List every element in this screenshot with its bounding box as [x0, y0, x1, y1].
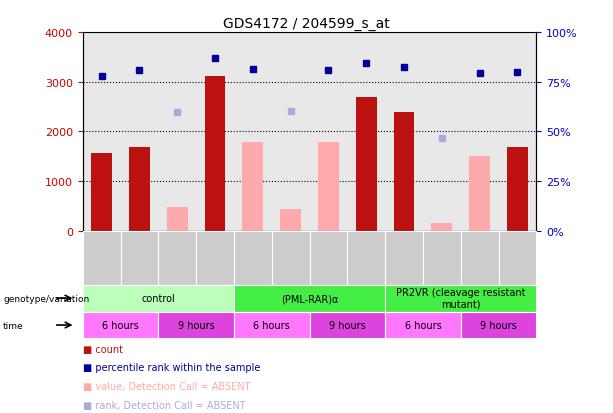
Text: 6 hours: 6 hours [102, 320, 139, 330]
Bar [243, 142, 263, 231]
Text: time: time [3, 321, 24, 330]
Text: GDS4172 / 204599_s_at: GDS4172 / 204599_s_at [223, 17, 390, 31]
Text: PR2VR (cleavage resistant
mutant): PR2VR (cleavage resistant mutant) [396, 287, 525, 309]
Text: ■ value, Detection Call = ABSENT: ■ value, Detection Call = ABSENT [83, 381, 250, 391]
Bar [507, 147, 528, 231]
Bar [91, 154, 112, 231]
Bar [318, 142, 339, 231]
Bar [129, 148, 150, 231]
Bar [394, 113, 414, 231]
Bar [432, 223, 452, 231]
Bar [470, 157, 490, 231]
Text: genotype/variation: genotype/variation [3, 294, 89, 303]
Text: (PML-RAR)α: (PML-RAR)α [281, 293, 338, 304]
Text: 9 hours: 9 hours [480, 320, 517, 330]
Text: 9 hours: 9 hours [178, 320, 215, 330]
Text: ■ percentile rank within the sample: ■ percentile rank within the sample [83, 363, 260, 373]
Bar [280, 210, 301, 231]
Bar [205, 77, 226, 231]
Text: ■ rank, Detection Call = ABSENT: ■ rank, Detection Call = ABSENT [83, 400, 245, 410]
Text: ■ count: ■ count [83, 344, 123, 354]
Text: 6 hours: 6 hours [405, 320, 441, 330]
Text: control: control [142, 293, 175, 304]
Bar [167, 208, 188, 231]
Bar [356, 98, 376, 231]
Text: 9 hours: 9 hours [329, 320, 366, 330]
Text: 6 hours: 6 hours [253, 320, 290, 330]
